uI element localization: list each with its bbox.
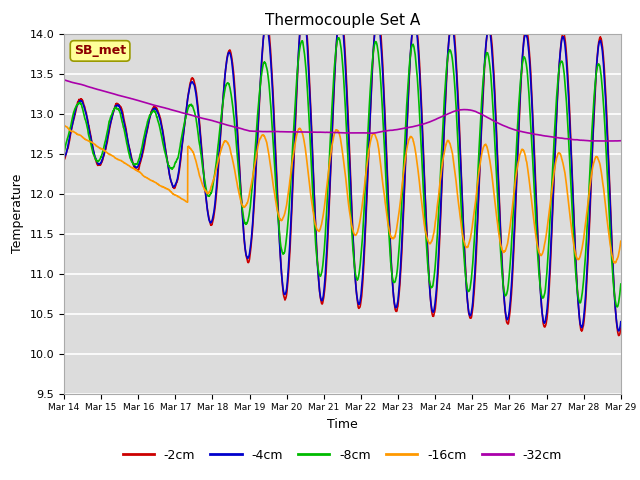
Y-axis label: Temperature: Temperature — [11, 174, 24, 253]
Text: SB_met: SB_met — [74, 44, 126, 58]
X-axis label: Time: Time — [327, 418, 358, 431]
Legend: -2cm, -4cm, -8cm, -16cm, -32cm: -2cm, -4cm, -8cm, -16cm, -32cm — [118, 444, 567, 467]
Title: Thermocouple Set A: Thermocouple Set A — [265, 13, 420, 28]
